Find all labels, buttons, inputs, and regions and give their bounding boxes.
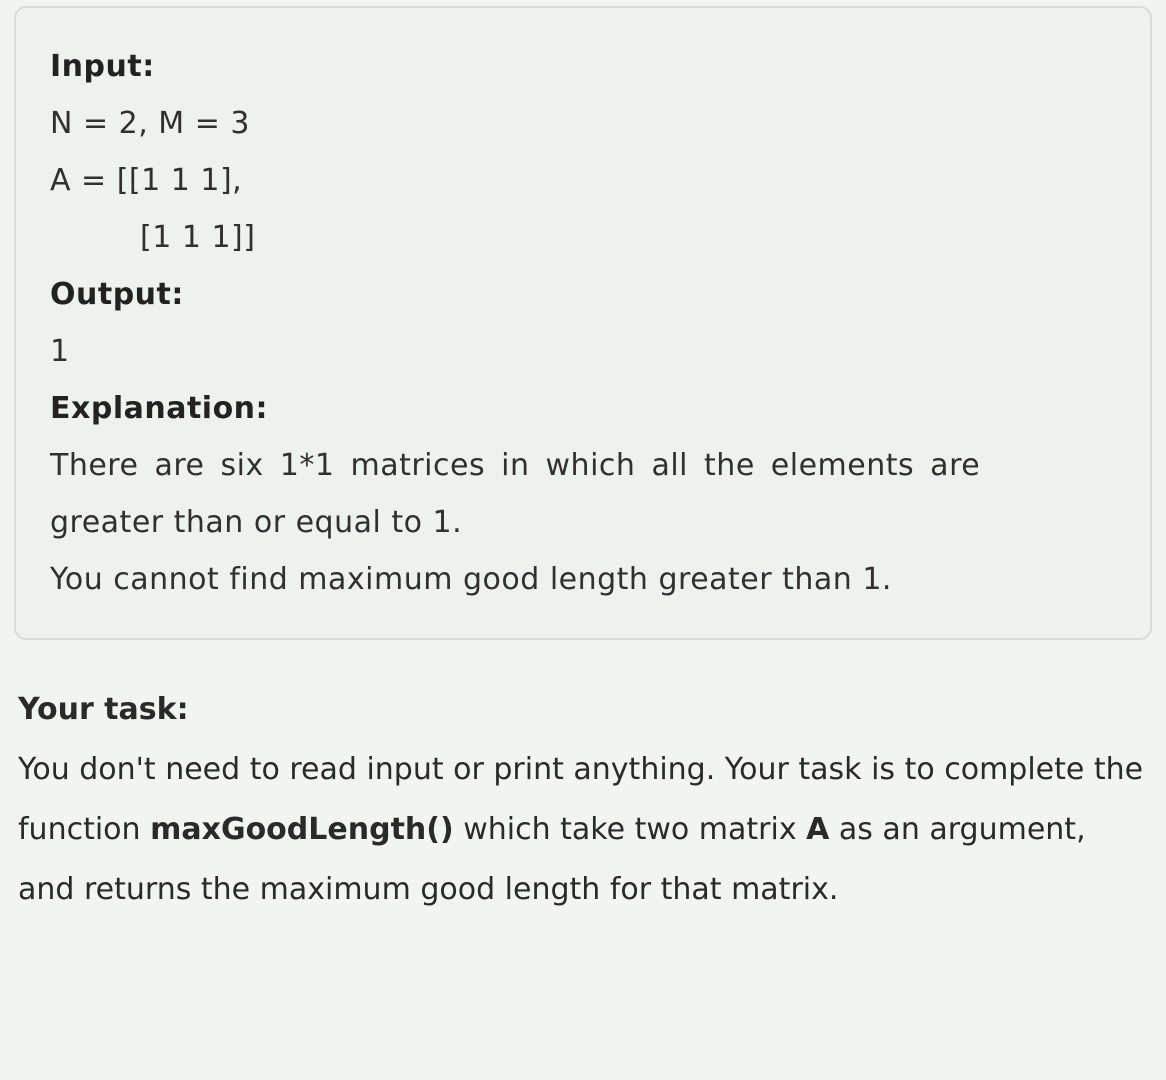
explanation-line-3: You cannot find maximum good length grea… bbox=[50, 551, 1116, 608]
input-label: Input: bbox=[50, 38, 1116, 95]
page-root: Input: N = 2, M = 3 A = [[1 1 1], [1 1 1… bbox=[0, 0, 1166, 920]
task-matrix-name: A bbox=[806, 812, 829, 847]
task-heading: Your task: bbox=[18, 680, 1148, 740]
input-line-3: [1 1 1]] bbox=[50, 209, 1116, 266]
task-section: Your task: You don't need to read input … bbox=[14, 668, 1152, 920]
section-gap bbox=[14, 640, 1152, 668]
explanation-label: Explanation: bbox=[50, 380, 1116, 437]
task-body-mid: which take two matrix bbox=[454, 812, 806, 847]
input-line-1: N = 2, M = 3 bbox=[50, 95, 1116, 152]
output-label: Output: bbox=[50, 266, 1116, 323]
input-line-2: A = [[1 1 1], bbox=[50, 152, 1116, 209]
task-body: You don't need to read input or print an… bbox=[18, 740, 1148, 920]
explanation-line-1: There are six 1*1 matrices in which all … bbox=[50, 437, 1116, 494]
task-fn-name: maxGoodLength() bbox=[150, 812, 454, 847]
example-box: Input: N = 2, M = 3 A = [[1 1 1], [1 1 1… bbox=[14, 6, 1152, 640]
output-value: 1 bbox=[50, 323, 1116, 380]
explanation-line-2: greater than or equal to 1. bbox=[50, 494, 1116, 551]
